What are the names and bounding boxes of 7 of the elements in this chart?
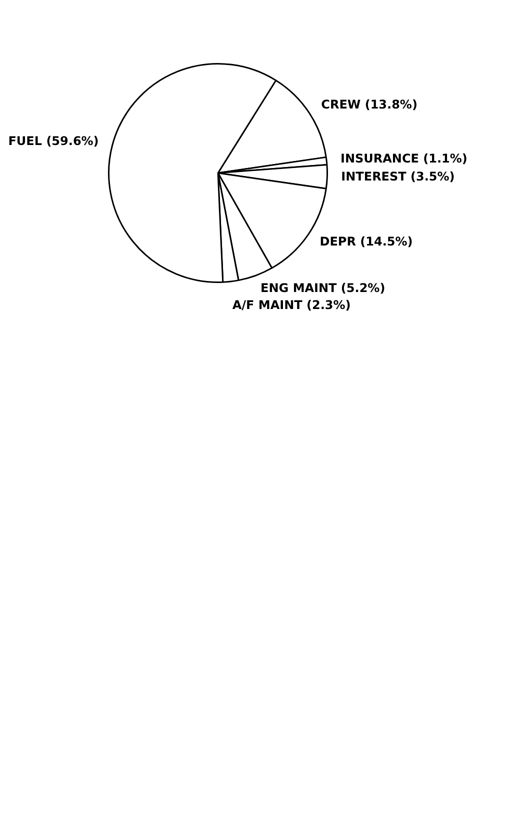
slice-label: INSURANCE (1.1%) (340, 152, 468, 166)
slice-label: CREW (13.8%) (321, 98, 418, 112)
slice-label: ENG MAINT (5.2%) (260, 280, 386, 295)
slice-label: A/F MAINT (2.3%) (232, 298, 351, 312)
slice-label: DEPR (14.5%) (320, 234, 413, 249)
slice-label: INTEREST (3.5%) (341, 169, 455, 184)
slice-label: FUEL (59.6%) (8, 134, 99, 148)
